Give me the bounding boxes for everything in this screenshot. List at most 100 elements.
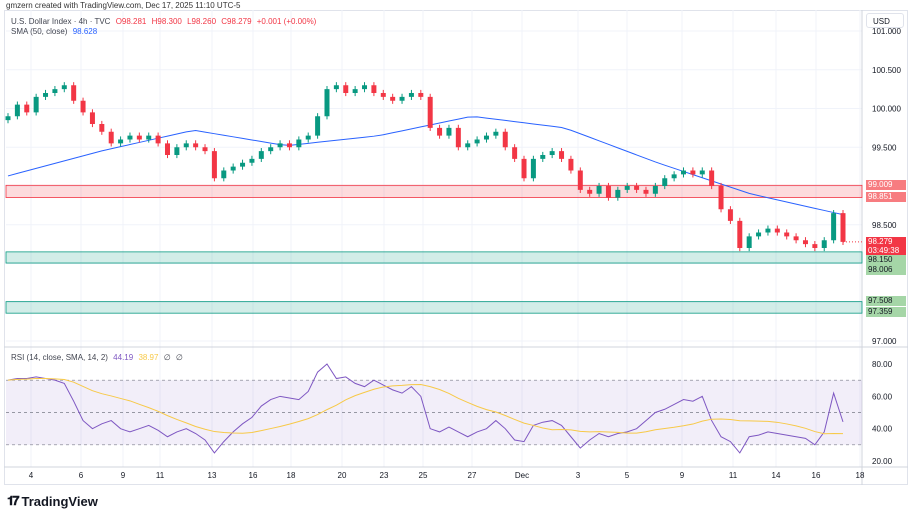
currency-button[interactable]: USD (866, 13, 904, 28)
time-tick-label: 27 (468, 471, 477, 480)
rsi-ma-value: 38.97 (138, 353, 159, 362)
candle-body (643, 189, 649, 194)
time-tick-label: 9 (680, 471, 685, 480)
candle-body (155, 135, 161, 144)
candle-body (80, 100, 86, 113)
candle-body (727, 209, 733, 221)
zone-top-low-tag: 98.851 (866, 192, 906, 202)
candle-body (465, 143, 471, 148)
rsi-extra-2: ∅ (175, 353, 183, 362)
candle-body (812, 244, 818, 248)
symbol-label[interactable]: U.S. Dollar Index · 4h · TVC (11, 17, 111, 26)
candle-body (174, 147, 180, 155)
price-tick-label: 100.000 (872, 105, 901, 114)
high-value: H98.300 (151, 17, 182, 26)
candle-body (756, 232, 762, 237)
time-tick-label: 23 (380, 471, 389, 480)
resistance-zone (5, 184, 863, 198)
candle-body (14, 104, 20, 117)
low-value: L98.260 (187, 17, 217, 26)
candle-body (202, 147, 208, 152)
zone-top-high-tag: 99.009 (866, 180, 906, 190)
rsi-tick-label: 60.00 (872, 392, 893, 401)
chart-frame (4, 10, 908, 485)
price-tick-label: 100.500 (872, 66, 901, 75)
candle-body (596, 186, 602, 194)
time-tick-label: 13 (208, 471, 217, 480)
candle-body (324, 89, 330, 117)
sma-label[interactable]: SMA (50, close) (11, 27, 68, 36)
time-tick-label: 3 (576, 471, 581, 480)
rsi-line (7, 363, 844, 454)
candle-body (108, 131, 114, 144)
candle-body (352, 89, 358, 93)
time-tick-label: 16 (812, 471, 821, 480)
zone-mid-high-tag: 98.150 (866, 255, 906, 265)
candle-body (634, 186, 640, 190)
candle-body (568, 158, 574, 171)
time-tick-label: 20 (338, 471, 347, 480)
candle-body (746, 236, 752, 248)
candle-body (380, 93, 386, 97)
candle-body (230, 166, 236, 171)
candle-body (221, 170, 227, 179)
sma-legend: SMA (50, close) 98.628 (11, 27, 100, 36)
sma-50-line (7, 116, 844, 216)
candle-body (258, 151, 264, 159)
candle-body (99, 124, 105, 132)
rsi-tick-label: 20.00 (872, 457, 893, 466)
candle-body (136, 135, 142, 140)
candle-body (362, 85, 368, 90)
time-tick-label: 18 (856, 471, 865, 480)
candle-body (277, 143, 283, 148)
time-tick-label: 5 (625, 471, 630, 480)
candle-body (333, 85, 339, 90)
candle-body (33, 96, 39, 113)
candle-body (371, 85, 377, 93)
candle-body (249, 158, 255, 163)
candle-body (89, 112, 95, 124)
rsi-tick-label: 40.00 (872, 425, 893, 434)
candle-body (840, 213, 846, 242)
candle-body (512, 147, 518, 159)
candle-body (737, 220, 743, 248)
time-tick-label: 16 (249, 471, 258, 480)
candle-body (427, 96, 433, 128)
candle-body (690, 170, 696, 175)
candle-body (390, 96, 396, 101)
candle-body (530, 158, 536, 179)
zone-mid-low-tag: 98.006 (866, 265, 906, 275)
candle-body (502, 131, 508, 148)
candle-body (5, 116, 11, 121)
candle-body (211, 151, 217, 179)
open-value: O98.281 (115, 17, 147, 26)
candle-body (418, 93, 424, 97)
tradingview-logo[interactable]: 𝟏𝟕 TradingView (7, 493, 98, 509)
candle-body (296, 139, 302, 148)
candle-body (605, 186, 611, 198)
candle-body (765, 228, 771, 233)
bar-countdown: 03:49:38 (868, 246, 900, 255)
time-tick-label: 9 (121, 471, 126, 480)
rsi-label[interactable]: RSI (14, close, SMA, 14, 2) (11, 353, 108, 362)
candle-body (802, 240, 808, 245)
candle-body (118, 139, 124, 144)
rsi-extra-1: ∅ (163, 353, 171, 362)
candle-body (183, 143, 189, 148)
candle-body (286, 143, 292, 148)
candle-body (268, 147, 274, 152)
candle-body (43, 93, 49, 97)
candle-body (587, 189, 593, 194)
candle-body (624, 186, 630, 190)
candle-body (831, 213, 837, 241)
candle-body (408, 93, 414, 97)
candle-body (164, 143, 170, 155)
last-price-tag: 98.279 03:49:38 (866, 237, 906, 255)
price-tick-label: 98.500 (872, 221, 897, 230)
candle-body (681, 170, 687, 175)
candle-body (784, 232, 790, 237)
price-tick-label: 97.000 (872, 337, 897, 346)
close-value: C98.279 (221, 17, 252, 26)
price-tick-label: 99.500 (872, 143, 897, 152)
